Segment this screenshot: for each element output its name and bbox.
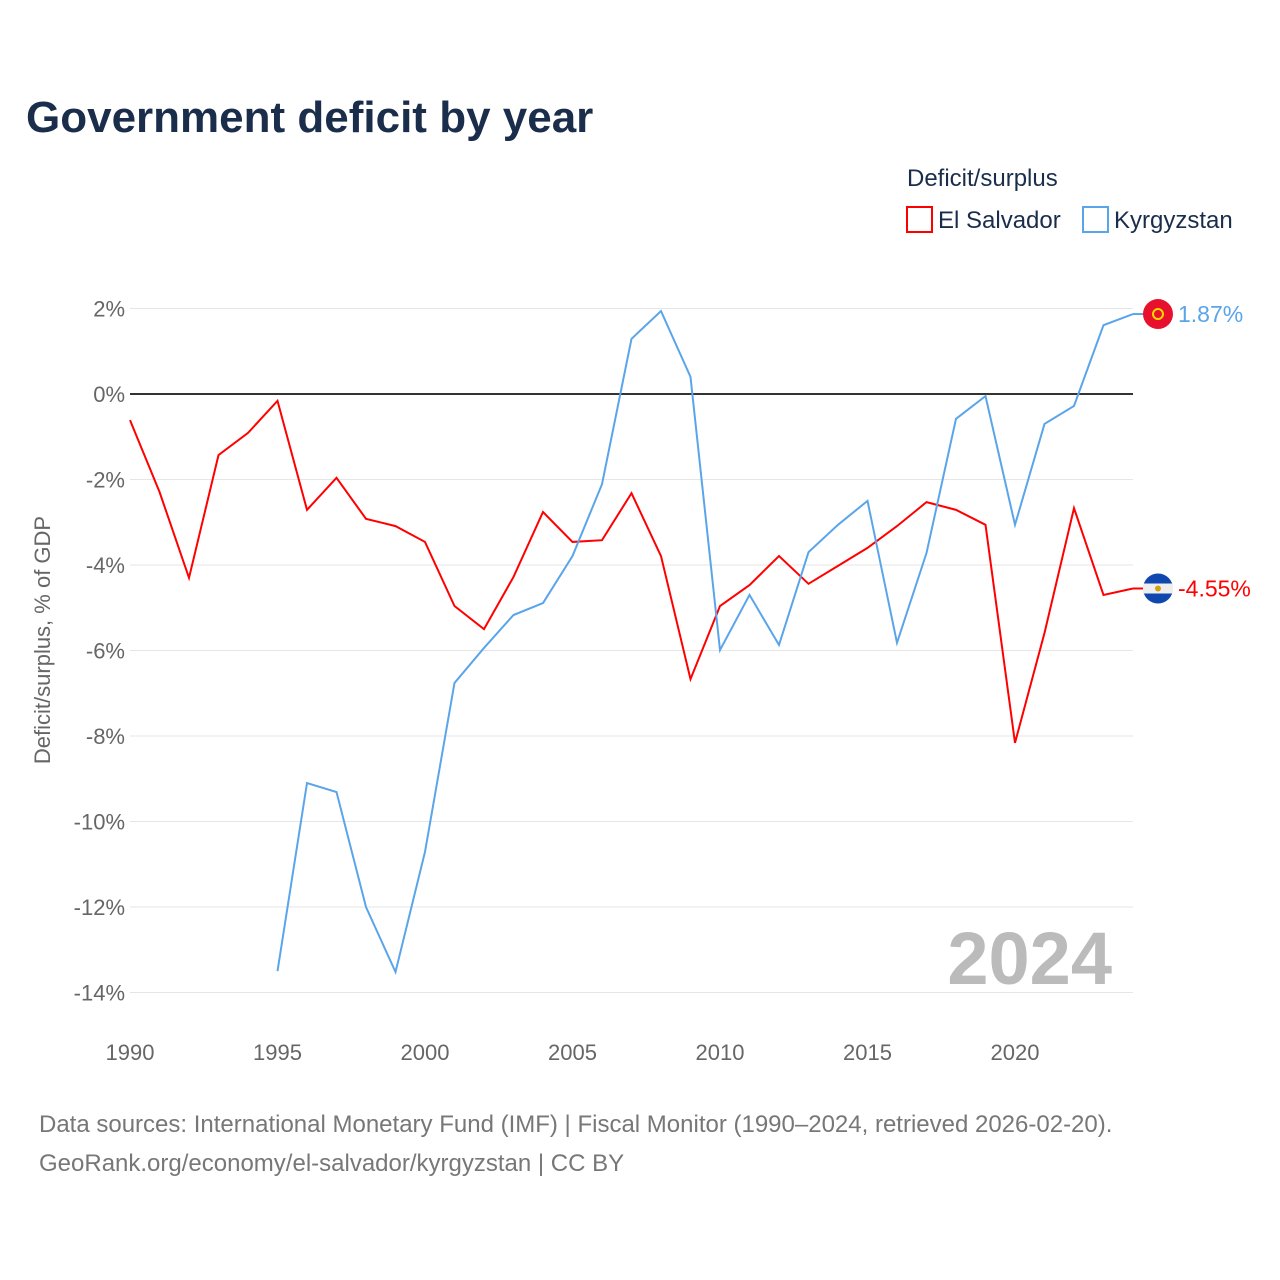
x-tick-label: 2020: [991, 1040, 1040, 1065]
y-tick-label: -12%: [74, 895, 125, 920]
end-value-label: -4.55%: [1178, 576, 1251, 602]
y-tick-label: -10%: [74, 810, 125, 835]
x-tick-label: 2015: [843, 1040, 892, 1065]
kyrgyzstan-flag-icon: [1143, 299, 1173, 330]
el-salvador-flag-icon: [1143, 573, 1173, 604]
y-tick-label: -2%: [86, 468, 125, 493]
series-line-kyrgyzstan: [276, 309, 1134, 976]
legend-label: El Salvador: [938, 207, 1061, 234]
chart-title: Government deficit by year: [26, 93, 593, 142]
y-tick-label: -6%: [86, 639, 125, 664]
legend-swatch: [1082, 206, 1109, 233]
footer-sources: Data sources: International Monetary Fun…: [39, 1111, 1112, 1138]
x-tick-label: 1990: [106, 1040, 155, 1065]
legend-item-kyrgyzstan[interactable]: Kyrgyzstan: [1082, 206, 1233, 234]
x-tick-label: 2005: [548, 1040, 597, 1065]
y-tick-label: 2%: [93, 297, 125, 322]
legend-label: Kyrgyzstan: [1114, 207, 1233, 234]
y-tick-label: -4%: [86, 553, 125, 578]
x-tick-label: 2000: [401, 1040, 450, 1065]
y-tick-label: 0%: [93, 382, 125, 407]
x-tick-label: 2010: [696, 1040, 745, 1065]
year-watermark: 2024: [947, 917, 1112, 1000]
legend-title: Deficit/surplus: [907, 165, 1058, 192]
series-line-el-salvador: [129, 398, 1134, 744]
legend-swatch: [906, 206, 933, 233]
y-tick-label: -14%: [74, 981, 125, 1006]
legend-item-el-salvador[interactable]: El Salvador: [906, 206, 1061, 234]
x-tick-label: 1995: [253, 1040, 302, 1065]
end-value-label: 1.87%: [1178, 301, 1243, 327]
y-axis-label: Deficit/surplus, % of GDP: [30, 516, 55, 764]
footer-link[interactable]: GeoRank.org/economy/el-salvador/kyrgyzst…: [39, 1150, 624, 1177]
y-tick-label: -8%: [86, 724, 125, 749]
